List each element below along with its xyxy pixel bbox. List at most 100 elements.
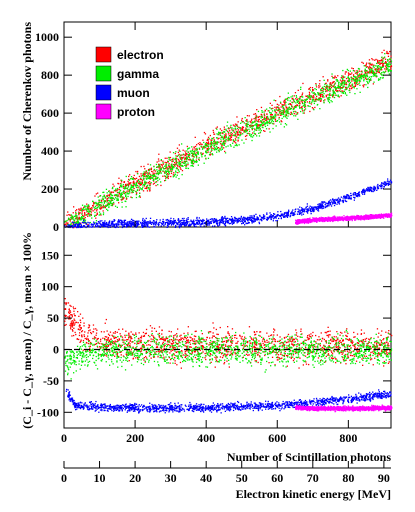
data-point-electron xyxy=(257,125,259,127)
data-point-electron xyxy=(333,94,335,96)
data-point-electron xyxy=(389,60,391,63)
data-point-gamma xyxy=(251,122,253,124)
data-point-gamma xyxy=(207,144,209,146)
data-point-muon xyxy=(256,218,258,221)
data-point-muon xyxy=(189,224,191,226)
data-point-gamma xyxy=(186,156,188,158)
data-point-gamma xyxy=(193,151,196,153)
data-point-gamma xyxy=(387,59,389,61)
data-point-gamma xyxy=(214,149,216,151)
data-point-gamma xyxy=(282,111,284,113)
data-point-electron xyxy=(235,136,237,138)
data-point-gamma xyxy=(272,118,274,120)
data-point-muon xyxy=(247,219,249,221)
data-point-electron xyxy=(140,165,142,168)
data-point-gamma xyxy=(99,199,101,201)
data-point-gamma xyxy=(263,114,265,116)
data-point-electron xyxy=(132,189,134,191)
data-point-gamma xyxy=(192,165,194,167)
data-point-gamma xyxy=(216,147,218,150)
data-point-muon xyxy=(261,220,263,222)
data-point-electron xyxy=(345,71,347,73)
data-point-muon xyxy=(257,217,260,219)
data-point-gamma xyxy=(223,134,226,136)
data-point-electron xyxy=(162,160,164,162)
data-point-electron xyxy=(284,101,286,104)
data-point-electron xyxy=(281,121,283,123)
data-point-gamma xyxy=(354,77,356,79)
data-point-muon xyxy=(120,223,122,226)
data-point-muon xyxy=(249,218,251,220)
data-point-gamma xyxy=(235,139,237,141)
data-point-muon xyxy=(190,220,192,223)
data-point-electron xyxy=(237,140,239,142)
data-point-electron xyxy=(296,104,298,106)
data-point-electron xyxy=(110,199,112,201)
data-point-gamma xyxy=(104,200,106,202)
data-point-gamma xyxy=(315,84,317,86)
data-point-muon xyxy=(344,199,346,201)
data-point-muon xyxy=(373,187,375,189)
data-point-muon xyxy=(185,222,187,224)
data-point-gamma xyxy=(150,182,152,184)
data-point-gamma xyxy=(71,217,73,219)
data-point-electron xyxy=(258,121,260,123)
data-point-muon xyxy=(333,202,335,204)
data-point-electron xyxy=(122,185,125,187)
data-point-gamma xyxy=(110,194,112,196)
data-point-muon xyxy=(144,219,146,221)
data-point-muon xyxy=(226,220,229,222)
data-point-proton xyxy=(346,219,348,221)
data-point-electron xyxy=(349,73,351,75)
data-point-gamma xyxy=(359,91,361,93)
data-point-gamma xyxy=(110,204,112,207)
data-point-muon xyxy=(202,223,204,225)
data-point-gamma xyxy=(99,201,101,204)
data-point-muon xyxy=(321,204,324,206)
data-point-muon xyxy=(346,194,348,196)
data-point-electron xyxy=(236,125,239,127)
data-point-gamma xyxy=(68,217,70,219)
data-point-gamma xyxy=(387,71,389,73)
data-point-electron xyxy=(221,132,223,134)
data-point-muon xyxy=(167,223,169,225)
data-point-electron xyxy=(144,171,146,173)
data-point-muon xyxy=(198,217,200,219)
data-point-proton xyxy=(372,217,374,220)
data-point-electron xyxy=(177,172,179,174)
data-point-muon xyxy=(113,219,115,221)
data-point-muon xyxy=(261,217,264,219)
data-point-electron xyxy=(219,143,222,145)
data-point-gamma xyxy=(82,208,84,210)
data-point-electron xyxy=(355,77,357,79)
data-point-muon xyxy=(154,221,156,224)
data-point-gamma xyxy=(342,92,345,94)
data-point-electron xyxy=(212,129,214,132)
data-point-electron xyxy=(331,75,333,77)
data-point-gamma xyxy=(348,84,350,87)
data-point-muon xyxy=(128,224,130,226)
data-point-electron xyxy=(335,77,337,79)
data-point-gamma xyxy=(319,108,321,110)
data-point-muon xyxy=(95,225,97,227)
data-point-gamma xyxy=(360,74,362,76)
data-point-muon xyxy=(234,216,236,218)
data-point-gamma xyxy=(83,221,85,224)
data-point-gamma xyxy=(356,76,358,78)
data-point-muon xyxy=(275,217,277,219)
data-point-muon xyxy=(241,221,244,223)
data-point-electron xyxy=(72,224,74,226)
data-point-muon xyxy=(121,221,123,223)
data-point-electron xyxy=(65,225,68,227)
data-point-electron xyxy=(294,92,297,94)
data-point-gamma xyxy=(150,177,152,179)
data-point-electron xyxy=(222,132,224,135)
data-point-gamma xyxy=(122,191,124,193)
data-point-gamma xyxy=(373,73,375,75)
series-proton-points xyxy=(295,212,393,225)
data-point-electron xyxy=(169,170,171,172)
data-point-electron xyxy=(132,177,134,179)
data-point-gamma xyxy=(111,187,114,190)
data-point-electron xyxy=(124,191,126,194)
data-point-muon xyxy=(367,190,369,192)
